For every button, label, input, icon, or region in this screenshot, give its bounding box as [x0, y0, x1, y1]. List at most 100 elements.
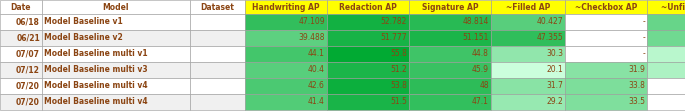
Bar	[0, 30, 42, 46]
Bar	[647, 14, 685, 30]
Text: -: -	[643, 33, 645, 42]
Text: 29.2: 29.2	[546, 98, 563, 107]
Text: -: -	[643, 50, 645, 58]
Text: Handwriting AP: Handwriting AP	[252, 2, 320, 12]
Text: Redaction AP: Redaction AP	[339, 2, 397, 12]
Bar	[565, 30, 647, 46]
Bar	[0, 0, 42, 14]
Bar	[491, 14, 565, 30]
Text: ~Unfilled AP: ~Unfilled AP	[661, 2, 685, 12]
Bar	[565, 78, 647, 94]
Text: Model Baseline multi v4: Model Baseline multi v4	[44, 82, 148, 90]
Bar	[245, 94, 327, 110]
Text: ~Checkbox AP: ~Checkbox AP	[575, 2, 637, 12]
Bar	[190, 78, 245, 94]
Bar	[565, 0, 647, 14]
Text: 47.109: 47.109	[299, 17, 325, 27]
Text: Dataset: Dataset	[201, 2, 234, 12]
Text: 06/21: 06/21	[16, 33, 40, 42]
Bar	[327, 30, 409, 46]
Text: Model Baseline multi v3: Model Baseline multi v3	[44, 66, 148, 74]
Bar	[491, 62, 565, 78]
Bar	[245, 0, 327, 14]
Bar	[647, 30, 685, 46]
Text: 07/07: 07/07	[16, 50, 40, 58]
Bar	[42, 94, 190, 110]
Bar	[327, 94, 409, 110]
Text: Model Baseline v2: Model Baseline v2	[44, 33, 123, 42]
Bar	[327, 14, 409, 30]
Text: Model Baseline v1: Model Baseline v1	[44, 17, 123, 27]
Bar	[0, 94, 42, 110]
Text: 55.8: 55.8	[390, 50, 407, 58]
Bar	[647, 94, 685, 110]
Bar	[0, 78, 42, 94]
Text: 33.5: 33.5	[628, 98, 645, 107]
Text: 40.427: 40.427	[536, 17, 563, 27]
Bar	[647, 46, 685, 62]
Bar	[565, 46, 647, 62]
Text: 06/18: 06/18	[16, 17, 40, 27]
Bar	[327, 78, 409, 94]
Text: Model Baseline multi v1: Model Baseline multi v1	[44, 50, 148, 58]
Bar	[647, 78, 685, 94]
Text: 51.151: 51.151	[462, 33, 489, 42]
Bar	[190, 62, 245, 78]
Bar	[190, 14, 245, 30]
Bar	[565, 62, 647, 78]
Text: 47.1: 47.1	[472, 98, 489, 107]
Bar	[491, 94, 565, 110]
Text: -: -	[643, 17, 645, 27]
Bar	[409, 14, 491, 30]
Text: 53.8: 53.8	[390, 82, 407, 90]
Text: Signature AP: Signature AP	[422, 2, 478, 12]
Bar	[409, 0, 491, 14]
Bar	[409, 46, 491, 62]
Bar	[245, 46, 327, 62]
Bar	[190, 30, 245, 46]
Bar	[409, 78, 491, 94]
Bar	[190, 94, 245, 110]
Text: Model: Model	[103, 2, 129, 12]
Bar	[42, 46, 190, 62]
Text: 31.7: 31.7	[546, 82, 563, 90]
Bar	[409, 62, 491, 78]
Bar	[190, 46, 245, 62]
Bar	[647, 0, 685, 14]
Bar	[327, 0, 409, 14]
Text: 31.9: 31.9	[628, 66, 645, 74]
Bar	[0, 14, 42, 30]
Text: 41.4: 41.4	[308, 98, 325, 107]
Bar	[42, 62, 190, 78]
Bar	[0, 46, 42, 62]
Bar	[42, 30, 190, 46]
Bar	[565, 94, 647, 110]
Text: 48.814: 48.814	[462, 17, 489, 27]
Text: 51.777: 51.777	[380, 33, 407, 42]
Text: 47.355: 47.355	[536, 33, 563, 42]
Text: 48: 48	[479, 82, 489, 90]
Bar	[565, 14, 647, 30]
Bar	[491, 78, 565, 94]
Bar	[491, 46, 565, 62]
Bar	[491, 0, 565, 14]
Text: 07/20: 07/20	[16, 98, 40, 107]
Bar	[245, 14, 327, 30]
Text: 07/20: 07/20	[16, 82, 40, 90]
Text: Date: Date	[11, 2, 32, 12]
Text: 07/12: 07/12	[16, 66, 40, 74]
Text: 51.5: 51.5	[390, 98, 407, 107]
Bar	[491, 30, 565, 46]
Bar	[42, 0, 190, 14]
Text: 30.3: 30.3	[546, 50, 563, 58]
Text: 39.488: 39.488	[299, 33, 325, 42]
Text: 20.1: 20.1	[546, 66, 563, 74]
Bar	[409, 30, 491, 46]
Bar	[327, 46, 409, 62]
Text: ~Filled AP: ~Filled AP	[506, 2, 550, 12]
Text: 44.8: 44.8	[472, 50, 489, 58]
Text: 33.8: 33.8	[628, 82, 645, 90]
Text: 42.6: 42.6	[308, 82, 325, 90]
Bar	[245, 62, 327, 78]
Bar	[0, 62, 42, 78]
